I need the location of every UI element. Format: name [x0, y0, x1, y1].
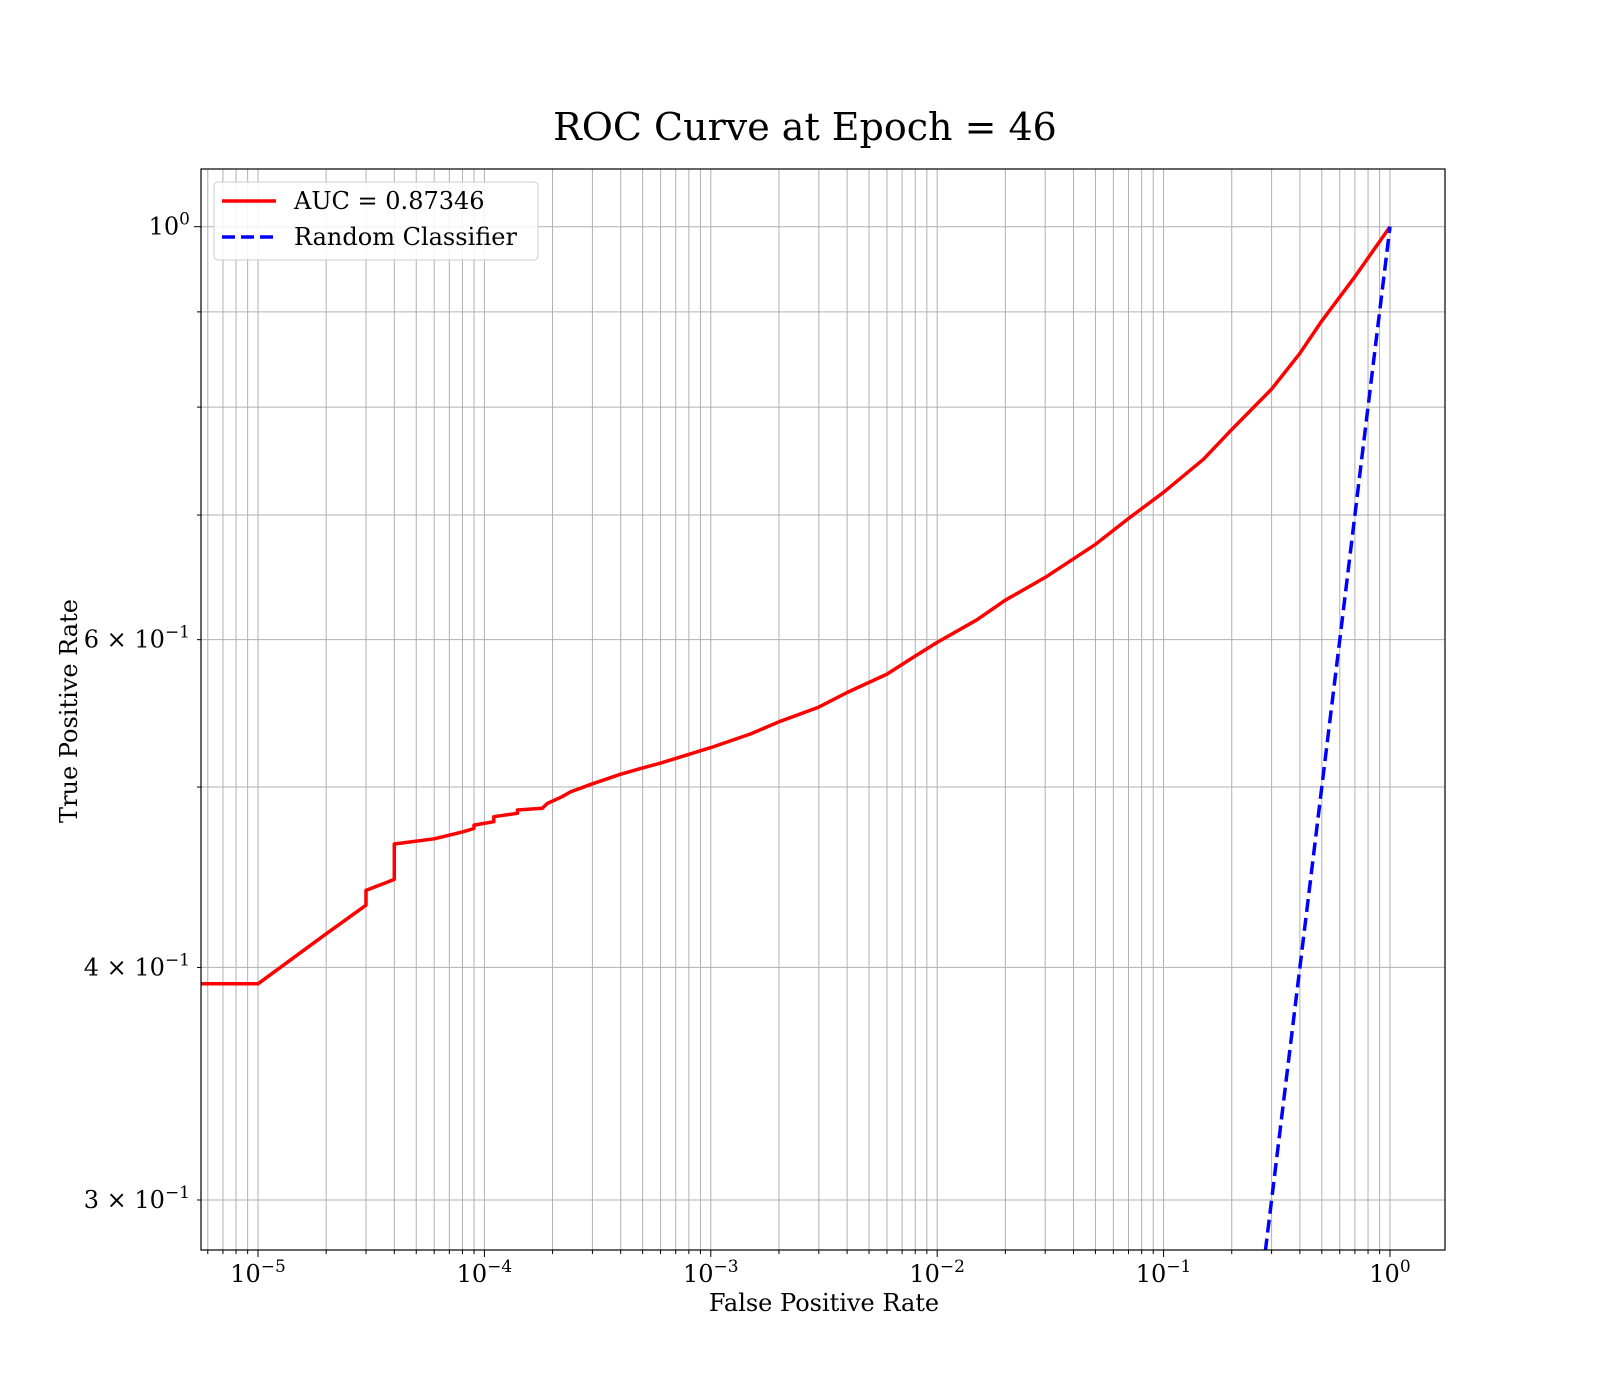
axes-frame: [200, 168, 1446, 1251]
x-tick-label: 10−1: [1136, 1257, 1192, 1288]
legend: AUC = 0.87346 Random Classifier: [213, 181, 539, 261]
y-tick-label: 4 × 10−1: [84, 950, 190, 981]
x-tick-labels: 10−5 10−4 10−3 10−2 10−1 100: [230, 1257, 1410, 1288]
x-tick-label: 10−4: [457, 1257, 513, 1288]
roc-curve-line: [201, 225, 1392, 986]
grid-lines: [194, 169, 1445, 1257]
x-tick-label: 10−3: [683, 1257, 739, 1288]
x-tick-label: 10−5: [230, 1257, 286, 1288]
y-tick-labels: 100 6 × 10−1 4 × 10−1 3 × 10−1: [84, 210, 190, 1214]
legend-box: [213, 181, 539, 261]
y-tick-label: 6 × 10−1: [84, 623, 190, 654]
legend-label: Random Classifier: [294, 223, 517, 251]
x-tick-label: 10−2: [909, 1257, 965, 1288]
chart-title: ROC Curve at Epoch = 46: [553, 105, 1057, 149]
x-tick-label: 100: [1369, 1257, 1410, 1288]
series-layer: [201, 225, 1392, 1250]
x-axis-label: False Positive Rate: [709, 1289, 939, 1317]
y-tick-label: 100: [149, 210, 190, 241]
legend-label: AUC = 0.87346: [293, 187, 485, 215]
y-axis-label: True Positive Rate: [55, 599, 83, 823]
y-tick-label: 3 × 10−1: [84, 1183, 190, 1214]
random-classifier-line: [1263, 226, 1392, 1250]
